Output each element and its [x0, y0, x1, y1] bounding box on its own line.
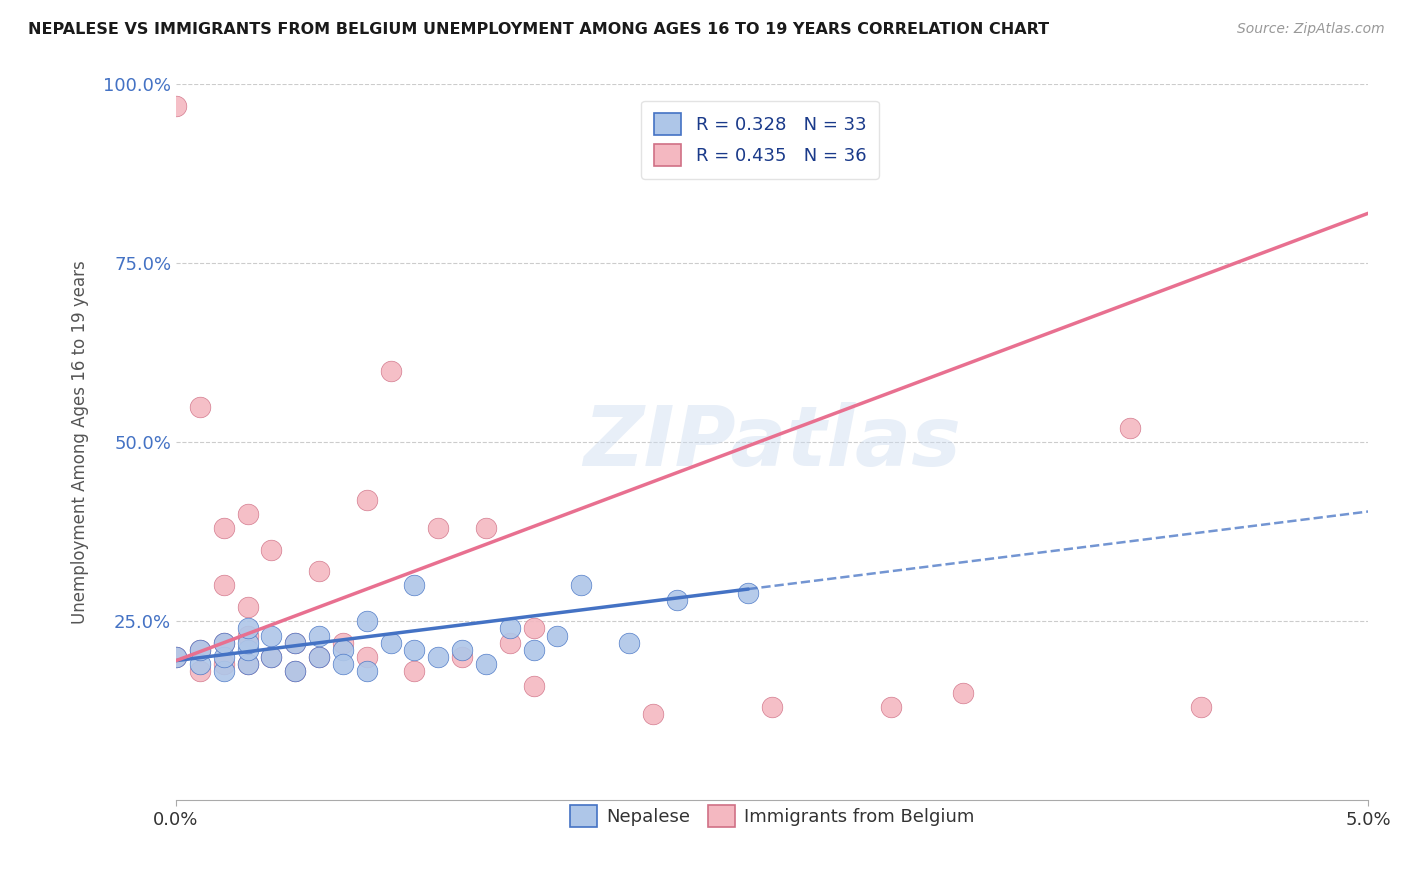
Point: [761, 700, 783, 714]
Point: [332, 657, 354, 672]
Y-axis label: Unemployment Among Ages 16 to 19 years: Unemployment Among Ages 16 to 19 years: [72, 260, 89, 624]
Point: [236, 599, 259, 614]
Point: [212, 521, 235, 535]
Text: ZIPatlas: ZIPatlas: [583, 401, 962, 483]
Point: [569, 578, 592, 592]
Point: [499, 636, 522, 650]
Point: [880, 700, 903, 714]
Point: [308, 650, 330, 665]
Point: [260, 542, 283, 557]
Point: [212, 665, 235, 679]
Point: [451, 643, 474, 657]
Point: [284, 665, 307, 679]
Point: [236, 629, 259, 643]
Point: [212, 578, 235, 592]
Point: [188, 657, 211, 672]
Point: [356, 614, 378, 628]
Point: [188, 643, 211, 657]
Point: [404, 643, 426, 657]
Point: [404, 665, 426, 679]
Point: [1189, 700, 1212, 714]
Point: [188, 665, 211, 679]
Point: [260, 629, 283, 643]
Point: [475, 521, 498, 535]
Point: [356, 650, 378, 665]
Point: [499, 622, 522, 636]
Point: [427, 521, 450, 535]
Text: NEPALESE VS IMMIGRANTS FROM BELGIUM UNEMPLOYMENT AMONG AGES 16 TO 19 YEARS CORRE: NEPALESE VS IMMIGRANTS FROM BELGIUM UNEM…: [28, 22, 1049, 37]
Point: [332, 643, 354, 657]
Point: [236, 636, 259, 650]
Point: [665, 592, 688, 607]
Point: [236, 643, 259, 657]
Point: [1119, 421, 1142, 435]
Point: [308, 564, 330, 578]
Point: [523, 679, 546, 693]
Point: [236, 657, 259, 672]
Point: [165, 650, 187, 665]
Point: [332, 636, 354, 650]
Legend: Nepalese, Immigrants from Belgium: Nepalese, Immigrants from Belgium: [562, 797, 981, 834]
Point: [404, 578, 426, 592]
Point: [952, 686, 974, 700]
Point: [260, 650, 283, 665]
Point: [308, 629, 330, 643]
Point: [212, 657, 235, 672]
Point: [236, 507, 259, 521]
Point: [427, 650, 450, 665]
Point: [475, 657, 498, 672]
Point: [308, 650, 330, 665]
Point: [641, 707, 664, 722]
Point: [451, 650, 474, 665]
Point: [523, 622, 546, 636]
Point: [165, 99, 187, 113]
Text: Source: ZipAtlas.com: Source: ZipAtlas.com: [1237, 22, 1385, 37]
Point: [523, 643, 546, 657]
Point: [617, 636, 640, 650]
Point: [737, 585, 759, 599]
Point: [356, 492, 378, 507]
Point: [212, 636, 235, 650]
Point: [284, 636, 307, 650]
Point: [260, 650, 283, 665]
Point: [236, 657, 259, 672]
Point: [356, 665, 378, 679]
Point: [380, 636, 402, 650]
Point: [284, 636, 307, 650]
Point: [547, 629, 569, 643]
Point: [212, 650, 235, 665]
Point: [284, 665, 307, 679]
Point: [380, 364, 402, 378]
Point: [212, 636, 235, 650]
Point: [236, 622, 259, 636]
Point: [165, 650, 187, 665]
Point: [188, 400, 211, 414]
Point: [188, 643, 211, 657]
